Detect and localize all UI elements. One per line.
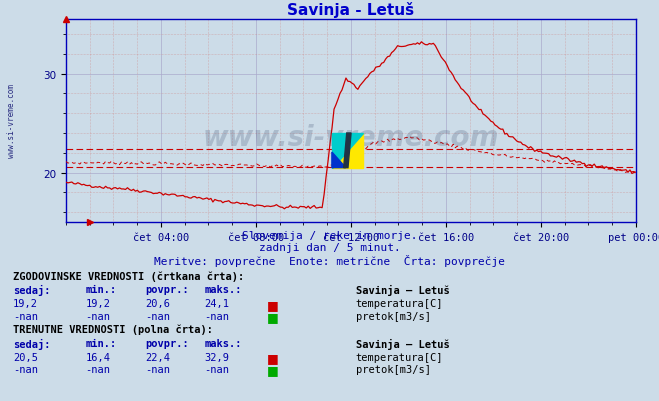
Text: -nan: -nan bbox=[204, 364, 229, 374]
Text: www.si-vreme.com: www.si-vreme.com bbox=[7, 83, 16, 157]
Text: ZGODOVINSKE VREDNOSTI (črtkana črta):: ZGODOVINSKE VREDNOSTI (črtkana črta): bbox=[13, 271, 244, 281]
Text: 20,5: 20,5 bbox=[13, 352, 38, 362]
Text: temperatura[C]: temperatura[C] bbox=[356, 352, 444, 362]
Text: min.:: min.: bbox=[86, 338, 117, 348]
Text: maks.:: maks.: bbox=[204, 338, 242, 348]
Text: -nan: -nan bbox=[145, 364, 170, 374]
Polygon shape bbox=[332, 134, 363, 168]
Text: -nan: -nan bbox=[13, 311, 38, 321]
Text: Slovenija / reke in morje.: Slovenija / reke in morje. bbox=[242, 231, 417, 241]
Text: Savinja – Letuš: Savinja – Letuš bbox=[356, 338, 449, 349]
Text: -nan: -nan bbox=[86, 311, 111, 321]
Text: min.:: min.: bbox=[86, 285, 117, 295]
Text: povpr.:: povpr.: bbox=[145, 285, 188, 295]
Text: 32,9: 32,9 bbox=[204, 352, 229, 362]
Text: ■: ■ bbox=[267, 310, 279, 323]
Text: temperatura[C]: temperatura[C] bbox=[356, 299, 444, 309]
Text: sedaj:: sedaj: bbox=[13, 285, 51, 296]
Text: Meritve: povprečne  Enote: metrične  Črta: povprečje: Meritve: povprečne Enote: metrične Črta:… bbox=[154, 255, 505, 267]
Text: 19,2: 19,2 bbox=[86, 299, 111, 309]
Text: TRENUTNE VREDNOSTI (polna črta):: TRENUTNE VREDNOSTI (polna črta): bbox=[13, 324, 213, 334]
Text: pretok[m3/s]: pretok[m3/s] bbox=[356, 311, 431, 321]
Text: ■: ■ bbox=[267, 363, 279, 376]
Text: pretok[m3/s]: pretok[m3/s] bbox=[356, 364, 431, 374]
Polygon shape bbox=[332, 153, 346, 168]
Text: povpr.:: povpr.: bbox=[145, 338, 188, 348]
Text: www.si-vreme.com: www.si-vreme.com bbox=[203, 124, 499, 152]
Text: ■: ■ bbox=[267, 298, 279, 311]
Text: ■: ■ bbox=[267, 351, 279, 364]
Text: -nan: -nan bbox=[145, 311, 170, 321]
Text: -nan: -nan bbox=[204, 311, 229, 321]
Text: maks.:: maks.: bbox=[204, 285, 242, 295]
Text: 22,4: 22,4 bbox=[145, 352, 170, 362]
Text: 19,2: 19,2 bbox=[13, 299, 38, 309]
Title: Savinja - Letuš: Savinja - Letuš bbox=[287, 2, 415, 18]
Polygon shape bbox=[343, 134, 351, 168]
Text: zadnji dan / 5 minut.: zadnji dan / 5 minut. bbox=[258, 243, 401, 253]
Text: 24,1: 24,1 bbox=[204, 299, 229, 309]
Text: 20,6: 20,6 bbox=[145, 299, 170, 309]
Polygon shape bbox=[332, 134, 363, 168]
Text: Savinja – Letuš: Savinja – Letuš bbox=[356, 285, 449, 296]
Text: -nan: -nan bbox=[13, 364, 38, 374]
Text: 16,4: 16,4 bbox=[86, 352, 111, 362]
Text: -nan: -nan bbox=[86, 364, 111, 374]
Text: sedaj:: sedaj: bbox=[13, 338, 51, 349]
